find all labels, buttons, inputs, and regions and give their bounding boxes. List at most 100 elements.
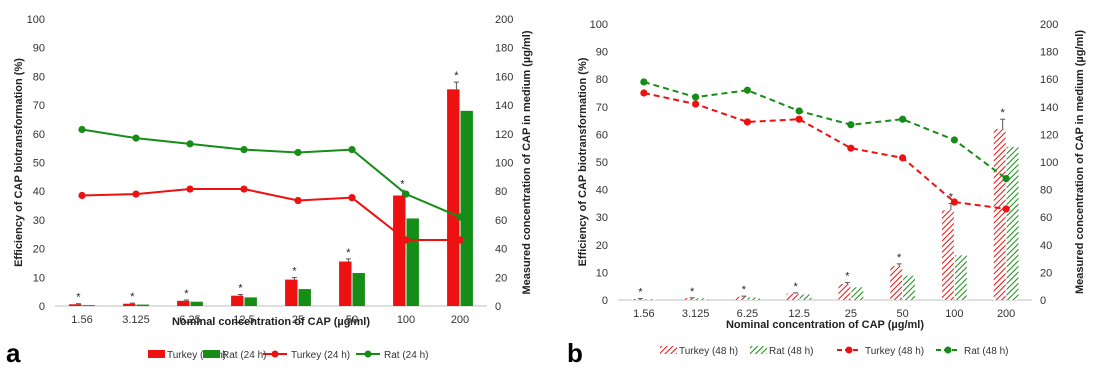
y-tick-label: 80 (596, 74, 608, 86)
y-tick-label: 60 (596, 129, 608, 141)
significance-star: * (346, 247, 351, 259)
bar-turkey (734, 296, 747, 300)
bar-turkey (69, 304, 82, 306)
x-tick-label: 12.5 (233, 314, 254, 326)
significance-star: * (690, 286, 695, 298)
y-tick-label: 70 (596, 102, 608, 114)
y-tick-label: 90 (596, 47, 608, 59)
legend-label: Rat (48 h) (964, 346, 1008, 357)
y2-tick-label: 40 (1040, 240, 1052, 252)
panel-label: a (6, 338, 21, 365)
x-axis-title: Nominal concentration of CAP (µg/ml) (172, 316, 370, 328)
x-tick-label: 1.56 (71, 314, 92, 326)
legend-swatch-marker (364, 350, 372, 358)
x-tick-label: 6.25 (179, 314, 200, 326)
legend-label: Rat (24 h) (222, 350, 266, 361)
y-tick-label: 50 (33, 158, 45, 170)
line-marker-turkey (78, 191, 86, 200)
legend-swatch-bar (750, 346, 767, 354)
bar-rat (136, 304, 149, 306)
legend-label: Turkey (24 h) (167, 350, 226, 361)
y-tick-label: 40 (596, 185, 608, 197)
y2-tick-label: 160 (495, 71, 513, 83)
y2-tick-label: 80 (1040, 185, 1052, 197)
legend-item: Rat (48 h) (936, 346, 1008, 357)
y2-tick-label: 20 (1040, 267, 1052, 279)
legend-item: Turkey (24 h) (148, 350, 226, 361)
y-tick-label: 90 (33, 43, 45, 55)
bar-rat (644, 299, 657, 300)
x-tick-label: 25 (845, 308, 857, 320)
bar-turkey (838, 283, 851, 300)
y2-tick-label: 60 (495, 215, 507, 227)
bar-turkey (123, 303, 136, 306)
bar-rat (851, 287, 864, 300)
line-marker-rat (456, 213, 464, 221)
legend-swatch-marker (845, 346, 853, 354)
x-tick-label: 50 (346, 314, 358, 326)
legend-item: Turkey (48 h) (660, 346, 738, 357)
y2-tick-label: 200 (1040, 19, 1058, 31)
x-tick-label: 200 (997, 308, 1015, 320)
line-marker-rat (899, 115, 907, 123)
y-tick-label: 100 (590, 19, 608, 31)
bar-turkey (993, 128, 1006, 300)
line-turkey (643, 92, 1007, 210)
y2-tick-label: 160 (1040, 74, 1058, 86)
y-tick-label: 30 (596, 212, 608, 224)
y2-tick-label: 140 (495, 100, 513, 112)
significance-star: * (794, 281, 799, 293)
line-marker-turkey (950, 198, 958, 206)
y2-tick-label: 180 (1040, 47, 1058, 59)
bar-rat (298, 289, 311, 306)
y-tick-label: 0 (39, 301, 45, 313)
bar-turkey (447, 89, 460, 306)
x-tick-label: 50 (897, 308, 909, 320)
line-marker-turkey (692, 100, 700, 108)
line-marker-rat (795, 107, 803, 115)
significance-star: * (130, 291, 135, 303)
y2-tick-label: 20 (495, 272, 507, 284)
line-marker-turkey (186, 185, 194, 193)
line-marker-rat (847, 121, 855, 129)
y-tick-label: 30 (33, 215, 45, 227)
y-tick-label: 50 (596, 157, 608, 169)
y2-tick-label: 60 (1040, 212, 1052, 224)
significance-star: * (949, 191, 954, 203)
significance-star: * (238, 283, 243, 295)
bar-rat (954, 255, 967, 300)
legend-swatch-bar (203, 350, 220, 358)
y2-tick-label: 120 (495, 129, 513, 141)
significance-star: * (184, 288, 189, 300)
line-marker-turkey (402, 236, 410, 244)
legend-item: Turkey (24 h) (263, 350, 350, 361)
y2-axis-title: Measured concentration of CAP in medium … (1074, 30, 1086, 294)
line-marker-rat (743, 86, 751, 94)
y-tick-label: 40 (33, 186, 45, 198)
bar-rat (903, 275, 916, 300)
bar-rat (799, 294, 812, 300)
line-marker-rat (294, 148, 302, 157)
y-tick-label: 10 (596, 267, 608, 279)
significance-star: * (1001, 107, 1006, 119)
y-tick-label: 10 (33, 272, 45, 284)
significance-star: * (292, 266, 297, 278)
line-marker-rat (402, 190, 410, 198)
bar-turkey (786, 293, 799, 300)
bar-rat (352, 272, 365, 306)
y-axis-title: Efficiency of CAP biotransformation (%) (577, 57, 589, 266)
y-tick-label: 0 (602, 295, 608, 307)
bar-rat (696, 298, 709, 300)
legend-label: Rat (48 h) (769, 346, 813, 357)
significance-star: * (638, 287, 643, 299)
x-tick-label: 100 (397, 314, 415, 326)
y2-tick-label: 0 (495, 301, 501, 313)
bar-rat (1006, 146, 1019, 300)
bar-turkey (339, 261, 352, 306)
legend-swatch-marker (271, 350, 279, 358)
bar-turkey (631, 298, 644, 300)
legend-item: Rat (48 h) (750, 346, 813, 357)
legend-item: Turkey (48 h) (837, 346, 924, 357)
